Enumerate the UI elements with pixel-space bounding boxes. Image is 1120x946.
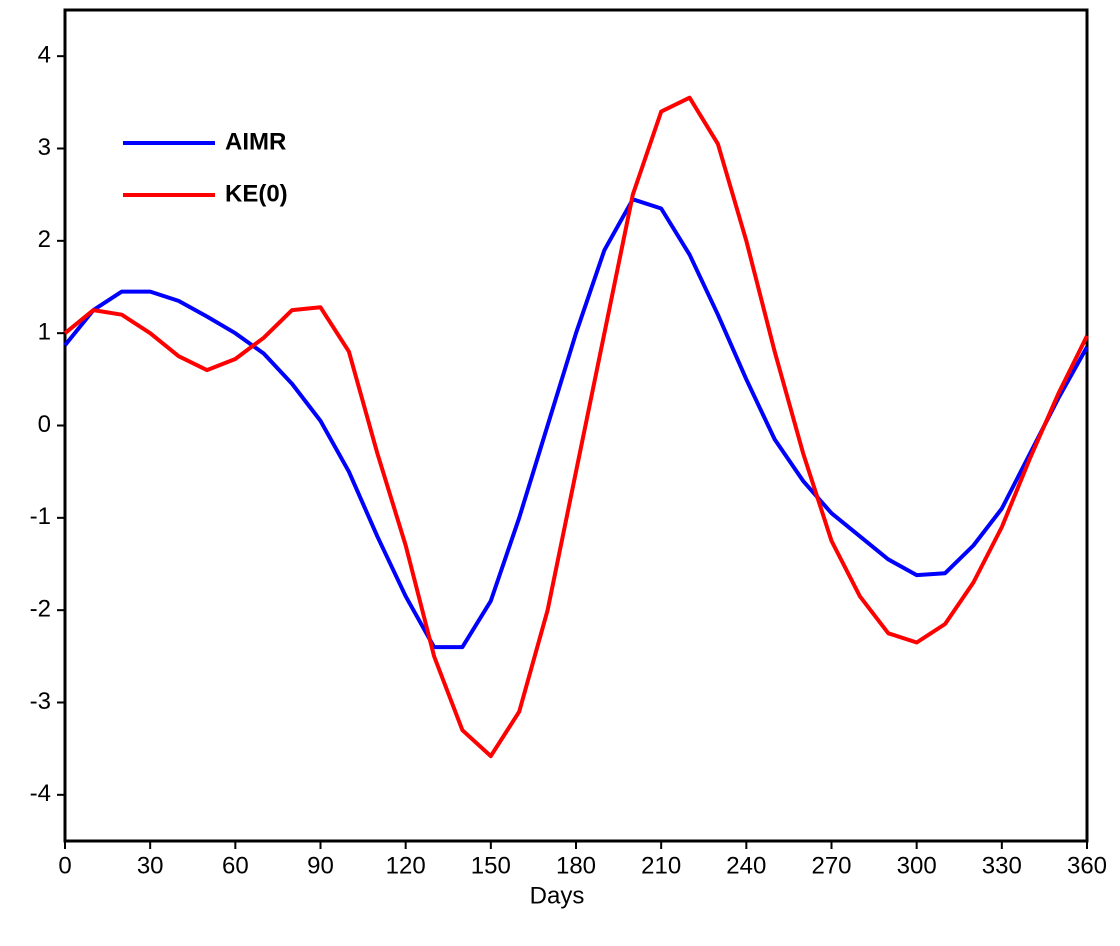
plot-frame	[63, 8, 1089, 843]
y-tick-label: 0	[38, 411, 51, 438]
y-tick-label: -1	[30, 503, 51, 530]
x-tick-label: 330	[982, 852, 1022, 879]
x-tick-label: 270	[811, 852, 851, 879]
x-tick-label: 0	[58, 852, 71, 879]
series-line	[63, 95, 1089, 759]
series-line	[63, 197, 1089, 650]
y-tick-label: -3	[30, 688, 51, 715]
x-axis-label: Days	[530, 882, 585, 909]
y-tick-label: -2	[30, 596, 51, 623]
y-tick-label: 1	[38, 319, 51, 346]
x-tick-label: 300	[897, 852, 937, 879]
y-tick-label: -4	[30, 780, 51, 807]
x-tick-label: 120	[386, 852, 426, 879]
x-tick-label: 360	[1067, 852, 1107, 879]
x-tick-label: 210	[641, 852, 681, 879]
y-tick-label: 4	[38, 42, 51, 69]
x-tick-label: 30	[137, 852, 164, 879]
y-tick-label: 2	[38, 226, 51, 253]
legend-label: KE(0)	[225, 180, 288, 207]
x-tick-label: 90	[307, 852, 334, 879]
x-tick-label: 240	[726, 852, 766, 879]
x-tick-label: 60	[222, 852, 249, 879]
x-tick-label: 180	[556, 852, 596, 879]
x-tick-label: 150	[471, 852, 511, 879]
legend-label: AIMR	[225, 128, 286, 155]
y-tick-label: 3	[38, 134, 51, 161]
